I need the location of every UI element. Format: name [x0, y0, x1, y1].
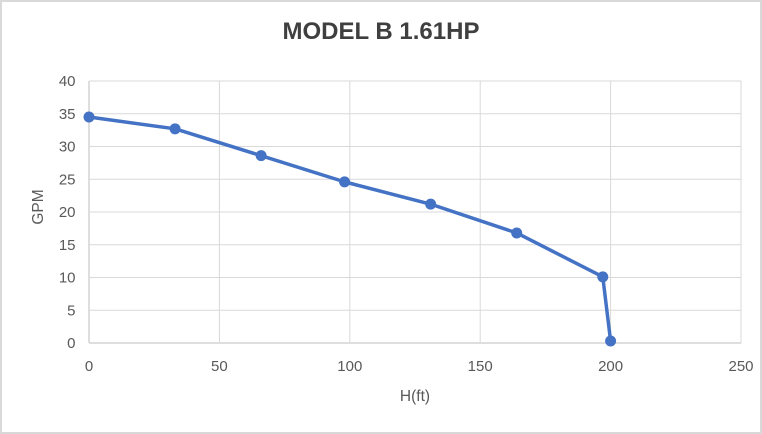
y-tick-label: 40 [59, 73, 76, 90]
data-point-marker [511, 227, 523, 239]
x-tick-label: 150 [468, 358, 493, 375]
y-tick-label: 35 [59, 106, 76, 123]
series-line [87, 115, 613, 343]
y-tick-label: 25 [59, 171, 76, 188]
x-tick-label: 250 [728, 358, 753, 375]
y-tick-label: 10 [59, 270, 76, 287]
y-tick-label: 5 [67, 302, 75, 319]
data-point-marker [83, 111, 95, 123]
data-point-marker [339, 176, 351, 188]
x-tick-label: 100 [337, 358, 362, 375]
data-point-marker [425, 198, 437, 210]
x-tick-label: 50 [211, 358, 228, 375]
data-point-marker [169, 123, 181, 135]
y-tick-label: 15 [59, 237, 76, 254]
y-tick-label: 30 [59, 139, 76, 156]
y-tick-label: 20 [59, 204, 76, 221]
y-tick-label: 0 [67, 335, 75, 352]
data-point-marker [597, 271, 609, 283]
chart-title: MODEL B 1.61HP [282, 18, 480, 45]
data-point-marker [605, 335, 617, 347]
x-tick-label: 200 [598, 358, 623, 375]
x-axis-title: H(ft) [399, 388, 431, 405]
data-point-marker [255, 150, 267, 162]
x-tick-label: 0 [85, 358, 93, 375]
